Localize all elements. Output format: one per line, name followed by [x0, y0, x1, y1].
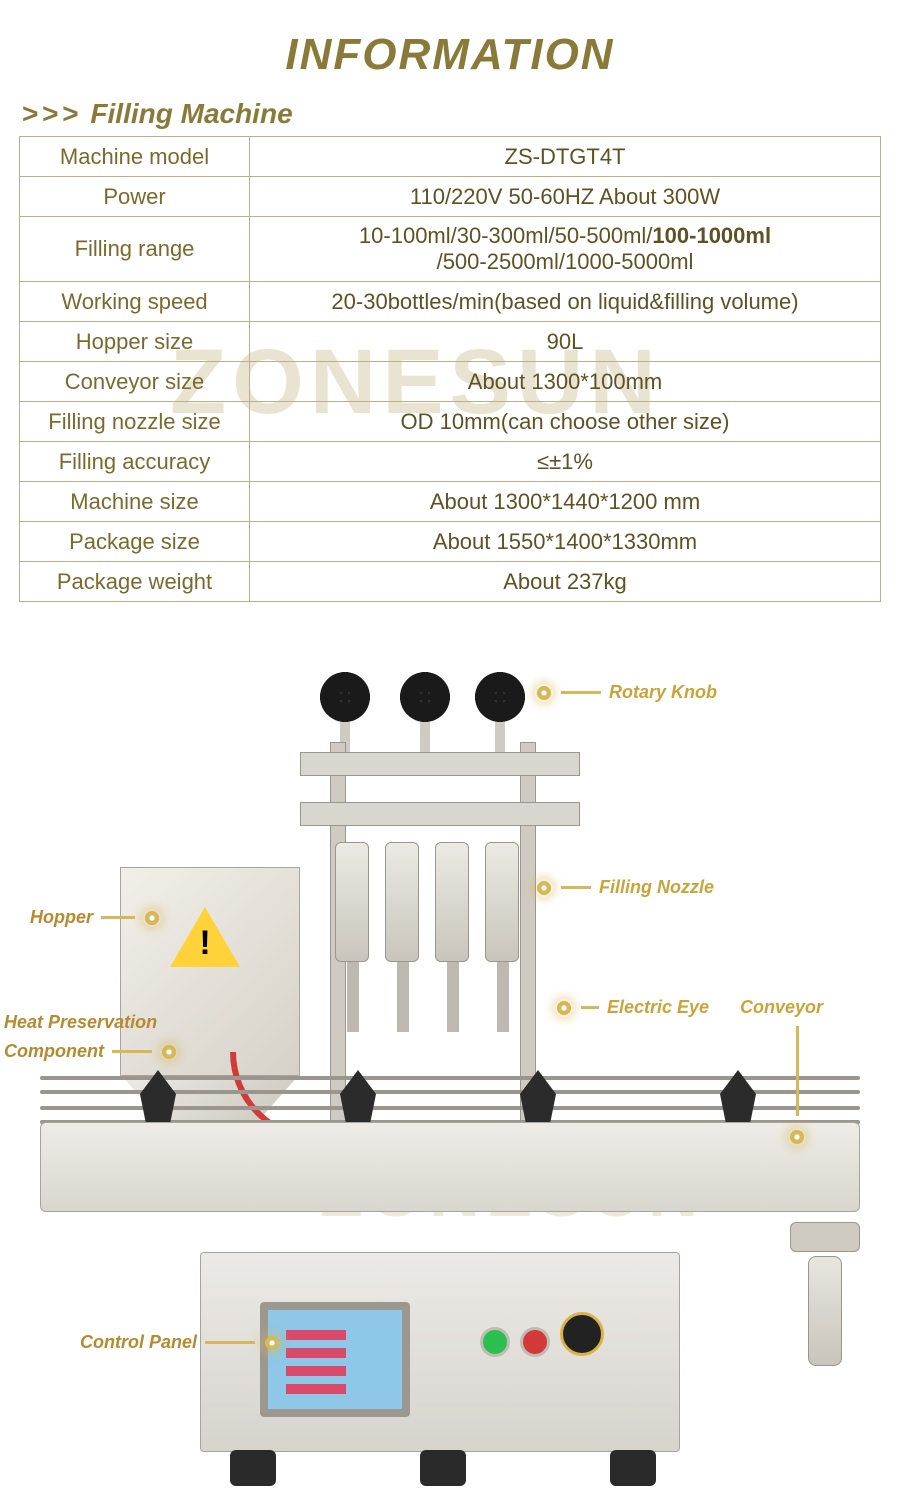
section-subheader: > > > Filling Machine [22, 98, 900, 130]
page-title: INFORMATION [0, 30, 900, 80]
spec-label: Conveyor size [20, 362, 250, 402]
callout-dot-icon [535, 684, 553, 702]
spec-value: 20-30bottles/min(based on liquid&filling… [250, 282, 881, 322]
table-row: Hopper size90L [20, 322, 881, 362]
spec-label: Machine size [20, 482, 250, 522]
table-row: Filling nozzle sizeOD 10mm(can choose ot… [20, 402, 881, 442]
spec-table: Machine modelZS-DTGT4TPower110/220V 50-6… [19, 136, 881, 602]
table-row: Machine modelZS-DTGT4T [20, 137, 881, 177]
table-row: Machine sizeAbout 1300*1440*1200 mm [20, 482, 881, 522]
callout-label: Component [4, 1041, 104, 1062]
filling-cylinder [485, 842, 519, 962]
air-filter-unit [790, 1222, 860, 1382]
rotary-knob-icon [400, 672, 450, 722]
spec-label: Hopper size [20, 322, 250, 362]
rail-clamp [520, 1070, 556, 1130]
callout-rotary-knob: Rotary Knob [535, 682, 717, 703]
rail-clamp [720, 1070, 756, 1130]
table-row: Filling range10-100ml/30-300ml/50-500ml/… [20, 217, 881, 282]
frame-crossbar [300, 752, 580, 776]
spec-label: Machine model [20, 137, 250, 177]
stop-button-icon [520, 1327, 550, 1357]
machine-diagram: ZONESUN ! Rotary Knob Fil [0, 632, 900, 1512]
frame-crossbar [300, 802, 580, 826]
spec-label: Filling range [20, 217, 250, 282]
rail-clamp [140, 1070, 176, 1130]
callout-label: Rotary Knob [609, 682, 717, 703]
hopper-shape [120, 867, 300, 1077]
spec-value: ZS-DTGT4T [250, 137, 881, 177]
filling-nozzle-shape [347, 962, 359, 1032]
callout-label: Filling Nozzle [599, 877, 714, 898]
callout-leader [581, 1006, 599, 1009]
table-row: Working speed20-30bottles/min(based on l… [20, 282, 881, 322]
callout-leader [561, 886, 591, 889]
chevrons: > > > [22, 98, 77, 129]
start-button-icon [480, 1327, 510, 1357]
spec-value: 90L [250, 322, 881, 362]
callout-electric-eye: Electric Eye [555, 997, 709, 1018]
table-row: Package sizeAbout 1550*1400*1330mm [20, 522, 881, 562]
callout-dot-icon [535, 879, 553, 897]
spec-label: Power [20, 177, 250, 217]
spec-value: ≤±1% [250, 442, 881, 482]
filling-cylinder [385, 842, 419, 962]
filling-cylinder [335, 842, 369, 962]
rotary-knob-icon [475, 672, 525, 722]
spec-label: Package size [20, 522, 250, 562]
spec-value: About 237kg [250, 562, 881, 602]
callout-label: Electric Eye [607, 997, 709, 1018]
filling-nozzle-shape [397, 962, 409, 1032]
spec-value: About 1300*1440*1200 mm [250, 482, 881, 522]
spec-table-body: Machine modelZS-DTGT4TPower110/220V 50-6… [20, 137, 881, 602]
spec-label: Filling nozzle size [20, 402, 250, 442]
callout-dot-icon [555, 999, 573, 1017]
filling-nozzle-shape [497, 962, 509, 1032]
filling-cylinder [435, 842, 469, 962]
conveyor-shape [40, 1122, 860, 1212]
spec-label: Filling accuracy [20, 442, 250, 482]
table-row: Filling accuracy≤±1% [20, 442, 881, 482]
spec-label: Working speed [20, 282, 250, 322]
spec-value: About 1300*100mm [250, 362, 881, 402]
rail-clamp [340, 1070, 376, 1130]
estop-button-icon [560, 1312, 604, 1356]
callout-filling-nozzle: Filling Nozzle [535, 877, 714, 898]
touchscreen [260, 1302, 410, 1417]
callout-label: Hopper [30, 907, 93, 928]
table-row: Power110/220V 50-60HZ About 300W [20, 177, 881, 217]
spec-label: Package weight [20, 562, 250, 602]
callout-leader [561, 691, 601, 694]
rotary-knob-icon [320, 672, 370, 722]
subheader-text: Filling Machine [90, 98, 292, 129]
filling-nozzle-shape [447, 962, 459, 1032]
callout-label: Conveyor [740, 997, 823, 1018]
table-row: Conveyor sizeAbout 1300*100mm [20, 362, 881, 402]
spec-value: OD 10mm(can choose other size) [250, 402, 881, 442]
spec-value: 10-100ml/30-300ml/50-500ml/100-1000ml/50… [250, 217, 881, 282]
spec-value: 110/220V 50-60HZ About 300W [250, 177, 881, 217]
frame-pillar [520, 742, 536, 1122]
callout-label: Control Panel [80, 1332, 197, 1353]
table-row: Package weightAbout 237kg [20, 562, 881, 602]
spec-value: About 1550*1400*1330mm [250, 522, 881, 562]
